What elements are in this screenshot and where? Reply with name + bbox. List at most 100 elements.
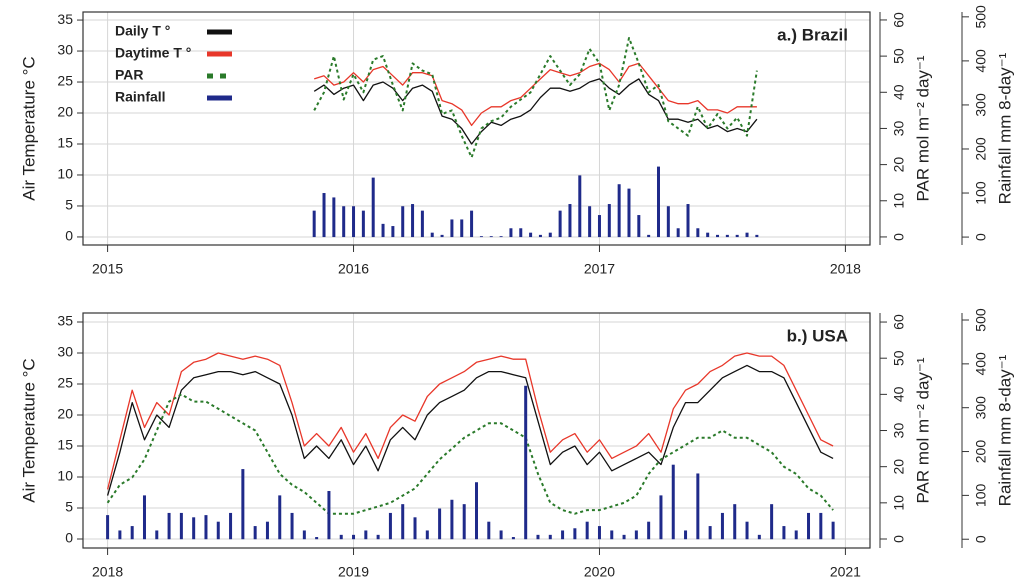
- rainfall-bar: [511, 537, 515, 540]
- rainfall-bar: [487, 521, 491, 540]
- rainfall-bar: [610, 530, 614, 540]
- y3-tick-label: 200: [973, 440, 989, 464]
- y3-axis-title: Rainfall mm 8-day⁻¹: [995, 52, 1014, 204]
- rainfall-bar: [588, 206, 592, 238]
- rainfall-bar: [684, 530, 688, 540]
- rainfall-bar: [568, 204, 572, 238]
- y2-tick-label: 20: [891, 157, 907, 173]
- y2-tick-label: 30: [891, 423, 907, 439]
- rainfall-bar: [440, 234, 444, 238]
- rainfall-bar: [130, 526, 134, 540]
- legend-label: PAR: [115, 67, 144, 83]
- plot-frame: [82, 11, 871, 246]
- rainfall-bar: [558, 210, 562, 238]
- panel-title: a.) Brazil: [777, 25, 848, 44]
- rainfall-bar: [509, 228, 513, 238]
- rainfall-bar: [656, 166, 660, 238]
- y-tick-label: 35: [57, 313, 73, 329]
- rainfall-bar: [529, 232, 533, 238]
- rainfall-bar: [585, 521, 589, 540]
- rainfall-bar: [425, 530, 429, 540]
- rainfall-bar: [265, 521, 269, 540]
- rainfall-bar: [339, 534, 343, 540]
- rainfall-bar: [733, 504, 737, 540]
- y2-tick-label: 0: [891, 233, 907, 241]
- y-tick-label: 5: [65, 197, 73, 213]
- x-tick-label: 2018: [830, 261, 861, 277]
- rainfall-bar: [462, 504, 466, 540]
- y-tick-label: 30: [57, 344, 73, 360]
- y2-tick-label: 10: [891, 193, 907, 209]
- y-tick-label: 5: [65, 499, 73, 515]
- y2-tick-label: 30: [891, 120, 907, 136]
- rainfall-bar: [706, 232, 710, 238]
- temperature-line: [313, 78, 758, 145]
- y2-tick-label: 50: [891, 350, 907, 366]
- rainfall-bar: [391, 226, 395, 238]
- y-axis-title: Air Temperature °C: [19, 358, 38, 502]
- rainfall-bar: [450, 219, 454, 238]
- rainfall-bar: [666, 206, 670, 238]
- y2-tick-label: 20: [891, 459, 907, 475]
- rainfall-bar: [241, 469, 245, 540]
- rainfall-bar: [118, 530, 122, 540]
- rainfall-bar: [229, 512, 233, 540]
- y-tick-label: 0: [65, 228, 73, 244]
- y3-tick-label: 100: [973, 181, 989, 205]
- rainfall-bar: [142, 495, 146, 540]
- x-tick-label: 2020: [584, 564, 615, 580]
- y-tick-label: 20: [57, 104, 73, 120]
- rainfall-bar: [438, 508, 442, 540]
- y3-tick-label: 400: [973, 49, 989, 73]
- rainfall-bar: [538, 234, 542, 238]
- rainfall-bar: [106, 515, 110, 540]
- rainfall-bar: [216, 521, 220, 540]
- x-tick-label: 2016: [338, 261, 369, 277]
- rainfall-bar: [388, 512, 392, 540]
- rainfall-bar: [770, 504, 774, 540]
- rainfall-bar: [720, 512, 724, 540]
- temperature-line: [314, 62, 757, 127]
- y2-axis-title: PAR mol m⁻² day⁻¹: [913, 55, 932, 201]
- y2-tick-label: 50: [891, 48, 907, 64]
- x-tick-label: 2021: [830, 564, 861, 580]
- rainfall-bar: [634, 530, 638, 540]
- y-axis-title: Air Temperature °C: [19, 56, 38, 200]
- rainfall-bar: [597, 526, 601, 540]
- rainfall-bar: [807, 512, 811, 540]
- y3-tick-label: 0: [973, 233, 989, 241]
- rainfall-bar: [475, 482, 478, 540]
- rainfall-bar: [489, 236, 493, 238]
- rainfall-bar: [686, 204, 690, 238]
- rainfall-bar: [381, 223, 385, 238]
- y-tick-label: 10: [57, 166, 73, 182]
- panel: 2015 2016 2017 2018 0 5 10 15 20 25 30 35 0 10 20 30 40 5…: [19, 5, 1014, 277]
- rainfall-bar: [548, 534, 552, 540]
- x-tick-label: 2015: [92, 261, 123, 277]
- rainfall-bar: [659, 495, 663, 540]
- y3-tick-label: 300: [973, 396, 989, 420]
- rainfall-bar: [561, 530, 565, 540]
- y-tick-label: 10: [57, 468, 73, 484]
- x-tick-label: 2019: [338, 564, 369, 580]
- y2-tick-label: 40: [891, 386, 907, 402]
- rainfall-bar: [278, 495, 282, 540]
- legend-label: Rainfall: [115, 89, 166, 105]
- y3-tick-label: 100: [973, 483, 989, 507]
- y2-axis-title: PAR mol m⁻² day⁻¹: [913, 357, 932, 503]
- rainfall-bar: [617, 184, 621, 238]
- rainfall-bar: [167, 512, 171, 540]
- rainfall-bar: [676, 228, 680, 238]
- y-tick-label: 25: [57, 73, 73, 89]
- y2-tick-label: 0: [891, 535, 907, 543]
- x-tick-label: 2018: [92, 564, 123, 580]
- y3-tick-label: 300: [973, 93, 989, 117]
- rainfall-bar: [607, 204, 611, 238]
- rainfall-bar: [696, 473, 700, 540]
- y2-tick-label: 60: [891, 12, 907, 28]
- rainfall-bar: [831, 521, 835, 540]
- rainfall-bar: [548, 232, 552, 238]
- y-tick-label: 30: [57, 42, 73, 58]
- rainfall-bar: [735, 234, 739, 238]
